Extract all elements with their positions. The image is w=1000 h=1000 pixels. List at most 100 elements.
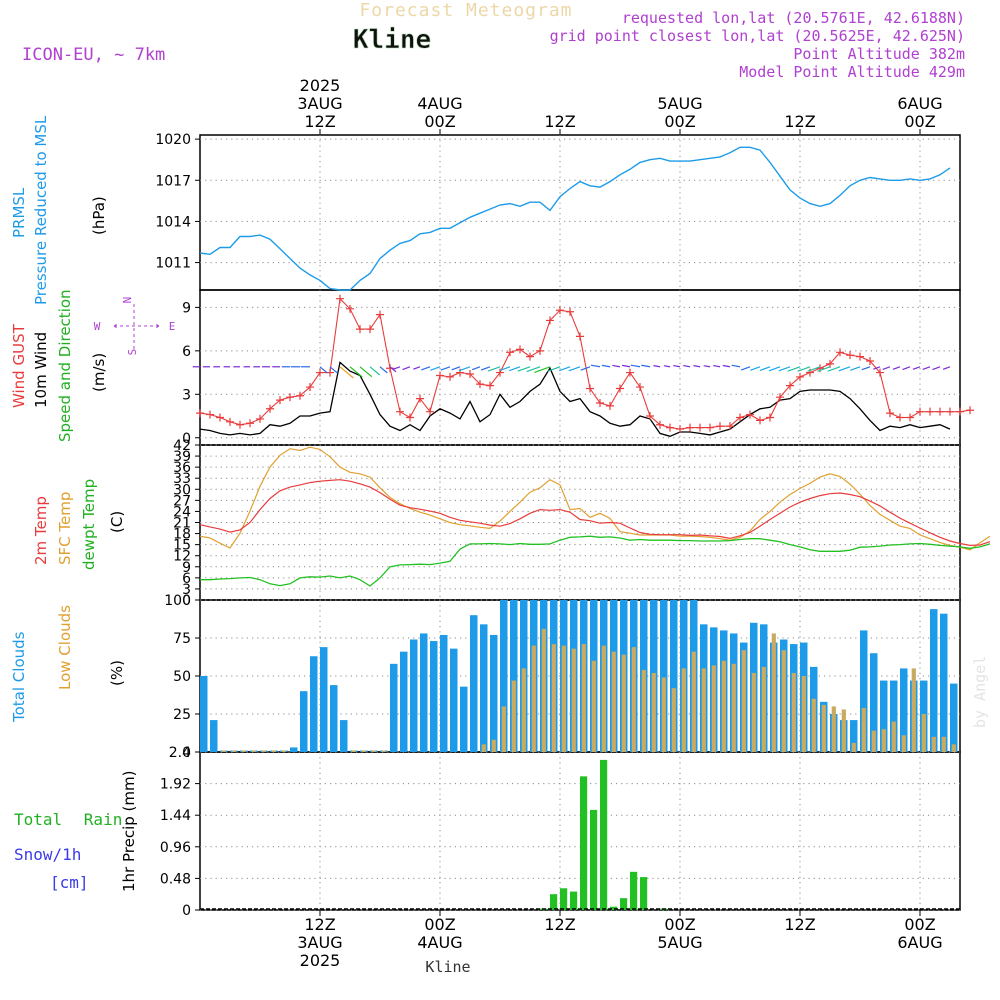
total-cloud-bar	[860, 630, 868, 752]
gust-marker	[306, 383, 314, 392]
wind-direction-arrow	[487, 366, 501, 372]
gust-marker	[796, 372, 804, 381]
total-cloud-bar	[290, 747, 298, 752]
wind-direction-arrow	[499, 366, 511, 371]
low-cloud-bar	[281, 750, 286, 752]
gust-marker	[236, 420, 244, 429]
gust-marker	[926, 407, 934, 416]
top-time-label: 5AUG	[657, 94, 702, 113]
bottom-time-label: 00Z	[664, 915, 695, 934]
wind-direction-arrow	[759, 366, 771, 371]
low-cloud-bar	[531, 645, 536, 752]
gust-marker	[556, 306, 564, 315]
wind-label-10m: 10m Wind	[32, 332, 50, 408]
total-cloud-bar	[430, 641, 438, 752]
pressure-label-prmsl: PRMSL	[10, 187, 28, 238]
wind-direction-arrow	[339, 366, 354, 379]
location-title: Kline	[353, 25, 431, 55]
precip-label-unit: 1hr Precip (mm)	[120, 771, 138, 892]
bottom-time-label: 12Z	[544, 915, 575, 934]
wind-direction-arrow	[653, 365, 661, 368]
gust-marker	[316, 368, 324, 377]
low-cloud-bar	[481, 744, 486, 752]
wind-direction-arrow	[580, 366, 591, 371]
low-cloud-bar	[571, 648, 576, 752]
clouds-ytick-label: 0	[182, 745, 191, 761]
precip-ytick-label: 0.96	[160, 840, 191, 856]
wind-direction-arrow	[663, 365, 671, 368]
low-cloud-bar	[261, 750, 266, 752]
gust-marker	[766, 413, 774, 422]
low-cloud-bar	[751, 672, 756, 752]
total-cloud-bar	[200, 676, 208, 752]
wind-direction-arrow	[440, 366, 451, 371]
pressure-label-unit: (hPa)	[90, 196, 108, 235]
wind-direction-arrow	[778, 366, 791, 372]
wind-direction-arrow	[319, 366, 328, 374]
low-cloud-bar	[951, 744, 956, 752]
total-cloud-bar	[450, 648, 458, 752]
low-cloud-bar	[601, 645, 606, 752]
gust-marker	[536, 346, 544, 355]
wind-direction-arrow	[713, 364, 721, 368]
wind-direction-arrow	[750, 366, 761, 371]
top-time-label: 12Z	[304, 112, 335, 131]
gust-marker	[396, 407, 404, 416]
wind-direction-arrow	[922, 366, 931, 370]
bottom-time-label: 2025	[300, 951, 341, 970]
low-cloud-bar	[901, 735, 906, 752]
bottom-time-label: 00Z	[424, 915, 455, 934]
wind-direction-arrow	[534, 366, 551, 374]
total-cloud-bar	[210, 720, 218, 752]
cloud-label-unit: (%)	[108, 660, 126, 686]
wind-label-speed: Speed and Direction	[56, 289, 74, 442]
wind-direction-arrow	[722, 364, 731, 368]
total-cloud-bar	[890, 680, 898, 752]
total-cloud-bar	[660, 600, 668, 752]
wind-ytick-label: 3	[182, 387, 191, 403]
rain-bar	[560, 888, 568, 910]
wind-ytick-label: 9	[182, 300, 191, 316]
total-cloud-bar	[500, 600, 508, 752]
total-cloud-bar	[510, 600, 518, 752]
gust-marker	[736, 413, 744, 422]
rain-bar	[610, 906, 618, 910]
compass-south: S	[126, 349, 139, 356]
gust-marker	[646, 412, 654, 421]
temperature-ytick-label: 27	[173, 493, 191, 509]
low-cloud-bar	[921, 714, 926, 752]
point-altitude: Point Altitude 382m	[793, 45, 965, 63]
pressure-ytick-label: 1011	[155, 256, 191, 272]
low-cloud-bar	[781, 650, 786, 752]
gust-marker	[226, 417, 234, 426]
low-cloud-bar	[371, 750, 376, 752]
gust-marker	[746, 410, 754, 419]
total-cloud-bar	[900, 668, 908, 752]
wind-frame	[199, 289, 961, 446]
rain-bar	[550, 894, 558, 910]
top-time-label: 12Z	[784, 112, 815, 131]
gust-marker	[436, 371, 444, 380]
temperature-ytick-label: 3	[182, 582, 191, 598]
low-cloud-bar	[811, 698, 816, 752]
low-cloud-bar	[511, 680, 516, 752]
wind-direction-arrow	[430, 366, 441, 371]
gust-marker	[416, 394, 424, 403]
low-cloud-bar	[701, 668, 706, 752]
gust-marker	[506, 348, 514, 357]
wind-direction-arrow	[912, 366, 921, 370]
cloud-label-low: Low Clouds	[56, 605, 74, 690]
low-cloud-bar	[361, 750, 366, 752]
gust-marker	[466, 370, 474, 379]
temperature-ytick-label: 0	[182, 593, 191, 609]
rain-bar	[630, 871, 638, 910]
compass-arrows-icon	[113, 304, 160, 349]
top-time-label: 4AUG	[417, 94, 462, 113]
wind10m-line	[199, 361, 951, 437]
wind-ytick-label: 6	[182, 344, 191, 360]
total-cloud-bar	[330, 685, 338, 752]
low-cloud-bar	[861, 707, 866, 752]
clouds-ytick-label: 100	[164, 593, 191, 609]
rain-bar	[570, 891, 578, 910]
gust-marker	[686, 423, 694, 432]
